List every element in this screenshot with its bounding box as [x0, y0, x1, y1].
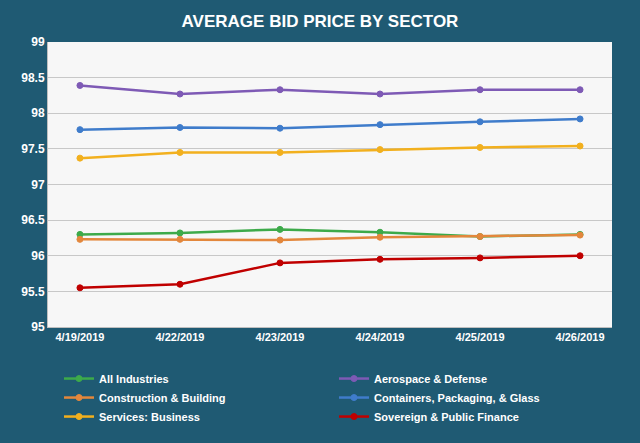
- svg-text:Construction & Building: Construction & Building: [99, 392, 225, 404]
- svg-text:4/19/2019: 4/19/2019: [55, 331, 104, 343]
- svg-text:95: 95: [31, 320, 45, 334]
- svg-text:4/26/2019: 4/26/2019: [556, 331, 605, 343]
- svg-text:96.5: 96.5: [21, 213, 45, 227]
- svg-text:96: 96: [31, 249, 45, 263]
- svg-text:Containers, Packaging, & Glass: Containers, Packaging, & Glass: [374, 392, 540, 404]
- svg-text:4/22/2019: 4/22/2019: [156, 331, 205, 343]
- svg-text:98: 98: [31, 106, 45, 120]
- svg-text:97.5: 97.5: [21, 142, 45, 156]
- svg-text:Aerospace & Defense: Aerospace & Defense: [374, 373, 487, 385]
- svg-text:95.5: 95.5: [21, 285, 45, 299]
- svg-text:Sovereign & Public Finance: Sovereign & Public Finance: [374, 411, 519, 423]
- svg-text:AVERAGE BID PRICE BY SECTOR: AVERAGE BID PRICE BY SECTOR: [182, 12, 459, 31]
- svg-text:4/23/2019: 4/23/2019: [256, 331, 305, 343]
- svg-text:98.5: 98.5: [21, 71, 45, 85]
- svg-text:4/25/2019: 4/25/2019: [456, 331, 505, 343]
- svg-text:4/24/2019: 4/24/2019: [356, 331, 405, 343]
- svg-text:Services: Business: Services: Business: [99, 411, 200, 423]
- svg-text:99: 99: [31, 35, 45, 49]
- svg-text:97: 97: [31, 178, 45, 192]
- svg-text:All Industries: All Industries: [99, 373, 169, 385]
